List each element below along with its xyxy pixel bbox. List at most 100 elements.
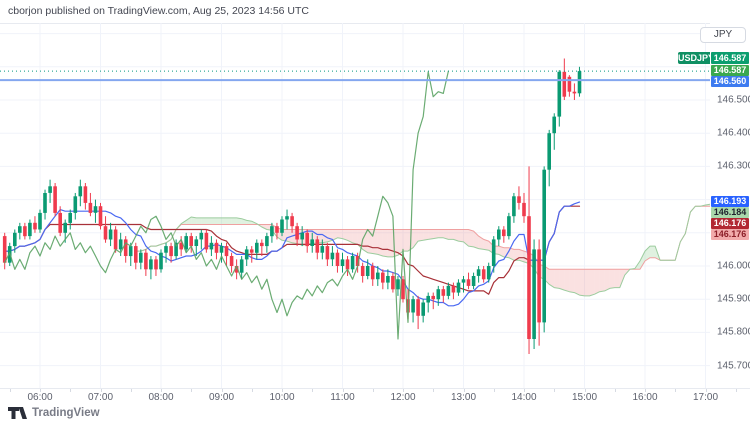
candle-down xyxy=(325,246,330,260)
time-axis-label: 15:00 xyxy=(571,392,598,403)
tradingview-watermark[interactable]: TradingView xyxy=(8,407,100,419)
time-axis-tick-mark xyxy=(554,389,556,392)
candle-down xyxy=(522,202,526,217)
candle-up xyxy=(239,259,244,273)
candle-up xyxy=(330,252,335,260)
currency-toggle-button[interactable]: JPY xyxy=(700,27,746,43)
candle-up xyxy=(557,71,562,117)
candle-up xyxy=(270,226,274,237)
candle-up xyxy=(255,242,259,253)
candle-down xyxy=(562,71,567,97)
time-axis-tick-mark xyxy=(645,389,646,392)
time-axis-tick-mark xyxy=(433,389,435,392)
candle-up xyxy=(577,71,582,94)
time-axis[interactable]: 06:00 07:00 08:00 09:00 10:00 11:00 12:00 13:00… xyxy=(0,389,750,406)
candle-down xyxy=(527,216,531,339)
time-axis-label: 13:00 xyxy=(450,392,477,403)
candle-down xyxy=(466,279,471,286)
candle-down xyxy=(401,279,405,300)
candle-down xyxy=(88,202,93,213)
tradingview-logo-icon xyxy=(8,407,27,419)
price-chart[interactable] xyxy=(0,23,710,388)
time-axis-tick-mark xyxy=(40,389,41,392)
candle-up xyxy=(43,193,47,213)
price-axis-label: 145.900 xyxy=(717,293,750,305)
candle-down xyxy=(123,239,128,256)
conversion-line-value-badge: 146.193 xyxy=(711,196,749,207)
candle-up xyxy=(542,169,546,323)
time-axis-label: 14:00 xyxy=(511,392,537,403)
candle-up xyxy=(93,206,98,213)
horizontal-line-price-badge: 146.560 xyxy=(711,76,749,87)
candle-down xyxy=(260,242,264,247)
candle-up xyxy=(497,229,501,240)
candle-up xyxy=(461,279,466,283)
chart-grid xyxy=(0,23,710,388)
candle-up xyxy=(486,266,491,280)
time-axis-tick-mark xyxy=(312,389,314,392)
candle-down xyxy=(416,299,420,316)
candle-down xyxy=(33,222,37,230)
time-axis-tick-mark xyxy=(221,389,223,392)
time-axis-label: 10:00 xyxy=(269,392,295,403)
candle-up xyxy=(386,276,390,283)
candle-down xyxy=(2,236,7,263)
candle-down xyxy=(441,289,446,296)
candle-up xyxy=(396,279,400,290)
candle-down xyxy=(335,252,340,266)
candle-down xyxy=(567,76,572,92)
candle-up xyxy=(118,239,123,250)
candle-down xyxy=(189,236,193,247)
candle-up xyxy=(421,302,425,316)
candle-up xyxy=(280,219,284,233)
candle-up xyxy=(128,246,133,257)
candle-down xyxy=(502,229,506,237)
candle-up xyxy=(507,216,511,237)
time-axis-tick-mark xyxy=(70,389,72,392)
candle-up xyxy=(244,249,249,260)
candle-up xyxy=(426,295,430,303)
candle-up xyxy=(48,186,52,193)
time-axis-label: 12:00 xyxy=(390,392,416,403)
candle-up xyxy=(18,226,22,233)
current-price-badge: 146.587 xyxy=(711,65,749,76)
symbol-last-price-badge: 146.587 xyxy=(711,52,749,64)
time-axis-tick-mark xyxy=(735,389,737,392)
candle-up xyxy=(199,232,204,240)
price-axis-label: 146.000 xyxy=(717,260,750,272)
tradingview-logo-text: TradingView xyxy=(32,407,100,419)
publish-attribution: cborjon published on TradingView.com, Au… xyxy=(8,5,310,17)
price-axis-label: 145.700 xyxy=(717,360,750,372)
time-axis-tick-mark xyxy=(705,389,707,392)
candle-up xyxy=(320,246,325,253)
time-axis-tick-mark xyxy=(282,389,283,392)
candle-down xyxy=(23,226,27,237)
candle-down xyxy=(224,246,229,257)
candle-up xyxy=(184,236,188,250)
candle-down xyxy=(370,266,375,280)
candle-down xyxy=(537,249,541,323)
candle-up xyxy=(164,246,168,253)
time-axis-tick-mark xyxy=(9,389,11,392)
candle-down xyxy=(481,269,486,280)
candle-up xyxy=(365,266,370,276)
price-level-lines xyxy=(0,70,710,82)
candle-down xyxy=(134,246,138,263)
candle-up xyxy=(13,232,17,247)
candle-down xyxy=(234,266,239,273)
candle-up xyxy=(350,256,355,270)
candle-up xyxy=(411,299,415,313)
time-axis-tick-mark xyxy=(130,389,132,392)
base-line-value-badge: 146.176 xyxy=(711,218,749,229)
time-axis-label: 09:00 xyxy=(208,392,235,403)
candle-up xyxy=(68,212,72,223)
time-axis-label: 07:00 xyxy=(87,392,114,403)
candle-up xyxy=(547,133,551,170)
plot-top-border xyxy=(0,23,750,24)
time-axis-tick-mark xyxy=(463,389,465,392)
candle-up xyxy=(471,276,476,286)
candle-up xyxy=(446,285,451,296)
time-axis-tick-mark xyxy=(675,389,677,392)
lagging-span-line xyxy=(4,70,449,340)
time-axis-label: 17:00 xyxy=(692,392,719,403)
